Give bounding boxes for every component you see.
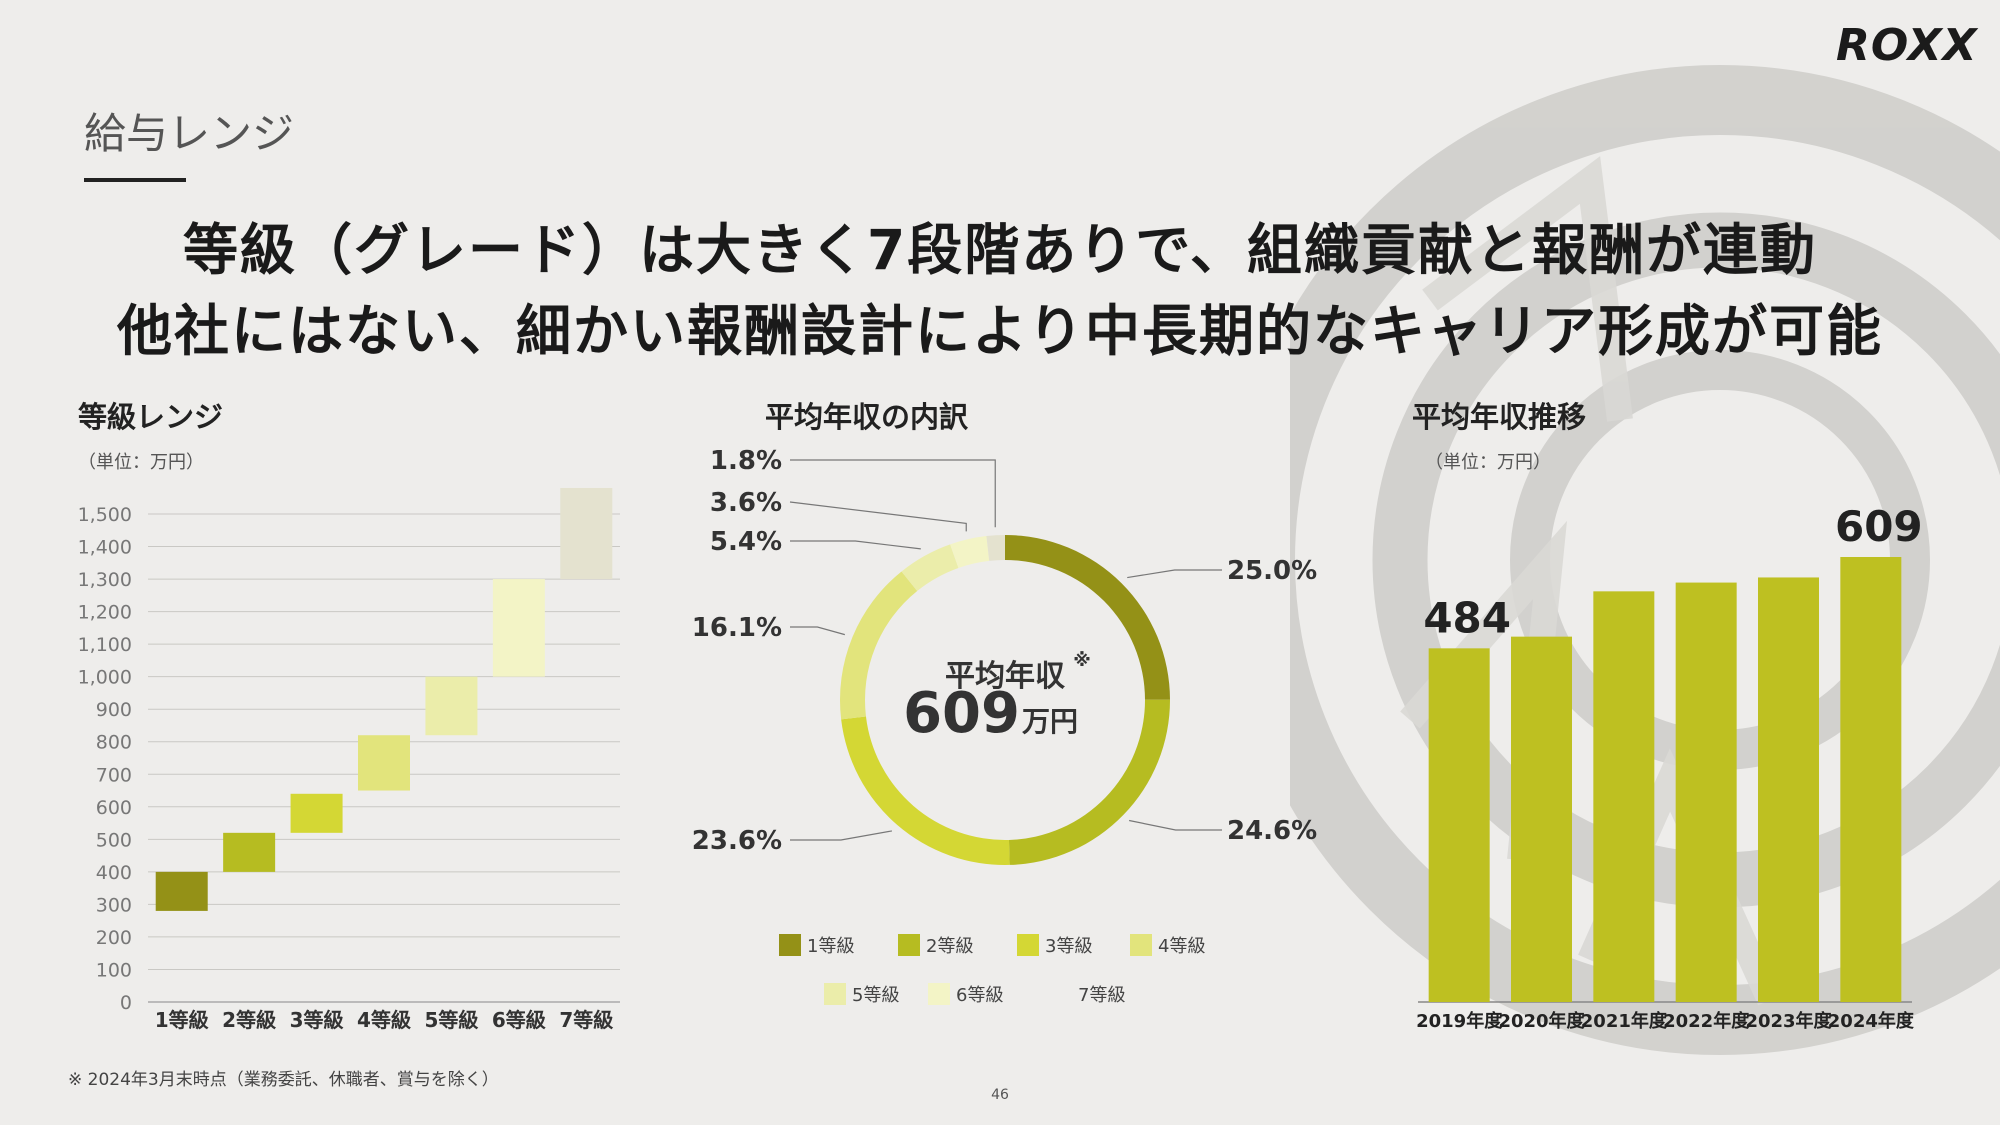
legend-label: 7等級 (1078, 985, 1125, 1006)
legend-label: 4等級 (1158, 936, 1205, 957)
donut-leader-line (789, 501, 967, 532)
donut-data-label: 16.1% (692, 613, 782, 643)
x-tick-label: 5等級 (424, 1008, 478, 1032)
y-tick-label: 1,100 (78, 634, 132, 656)
donut-leader-line (790, 459, 996, 528)
donut-center-label: 平均年収 (945, 659, 1066, 694)
range-bar (155, 871, 208, 911)
legend-label: 6等級 (956, 985, 1003, 1006)
y-tick-label: 700 (96, 764, 132, 786)
trend-bar (1593, 591, 1655, 1002)
y-tick-label: 1,400 (78, 537, 132, 559)
page-number: 46 (991, 1087, 1009, 1103)
x-tick-label: 4等級 (357, 1008, 411, 1032)
trend-bar (1428, 648, 1490, 1002)
donut-data-label: 1.8% (710, 446, 782, 476)
donut-leader-line (1129, 819, 1222, 831)
donut-leader-line (790, 830, 893, 841)
donut-slice (841, 716, 1010, 866)
trend-bar (1511, 636, 1572, 1002)
x-tick-label: 7等級 (559, 1008, 613, 1032)
range-bar (358, 735, 410, 791)
legend-label: 5等級 (852, 985, 899, 1006)
salary-breakdown-chart-title: 平均年収の内訳 (765, 400, 969, 434)
y-tick-label: 800 (96, 732, 132, 754)
trend-bar (1758, 577, 1819, 1002)
x-tick-label: 2021年度 (1581, 1010, 1668, 1032)
y-tick-label: 200 (96, 927, 132, 949)
trend-data-label: 484 (1423, 593, 1511, 642)
y-tick-label: 1,200 (78, 602, 132, 624)
x-tick-label: 2024年度 (1828, 1010, 1915, 1032)
range-bar (290, 793, 343, 833)
grade-range-chart-title: 等級レンジ (78, 400, 224, 434)
legend-swatch (1017, 934, 1039, 956)
y-tick-label: 300 (96, 894, 132, 916)
donut-slice (901, 544, 959, 591)
legend-swatch (824, 983, 846, 1005)
range-bar (492, 579, 545, 677)
headline-line-2: 他社にはない、細かい報酬設計により中長期的なキャリア形成が可能 (117, 299, 1883, 363)
y-tick-label: 1,300 (78, 569, 132, 591)
background-emblem (1290, 65, 2000, 1055)
x-tick-label: 3等級 (290, 1008, 344, 1032)
donut-slice (986, 535, 1005, 561)
headline-line-1: 等級（グレード）は大きく7段階ありで、組織貢献と報酬が連動 (182, 218, 1818, 282)
x-tick-label: 2020年度 (1498, 1010, 1585, 1032)
donut-data-label: 24.6% (1227, 816, 1317, 846)
legend-swatch (779, 934, 801, 956)
y-tick-label: 1,500 (78, 504, 132, 526)
donut-center-value: 609 (903, 681, 1020, 746)
y-tick-label: 500 (96, 829, 132, 851)
legend-swatch (1130, 934, 1152, 956)
x-tick-label: 2022年度 (1663, 1010, 1750, 1032)
range-bar (223, 832, 276, 872)
x-tick-label: 2等級 (222, 1008, 276, 1032)
donut-leader-line (790, 626, 845, 636)
trend-data-label: 609 (1835, 502, 1923, 551)
x-tick-label: 6等級 (492, 1008, 546, 1032)
donut-data-label: 25.0% (1227, 556, 1317, 586)
y-tick-label: 400 (96, 862, 132, 884)
donut-center-note-mark: ※ (1073, 650, 1091, 671)
donut-data-label: 5.4% (710, 527, 782, 557)
legend-label: 1等級 (807, 936, 854, 957)
legend-label: 2等級 (926, 936, 973, 957)
trend-bar (1675, 582, 1737, 1002)
donut-data-label: 23.6% (692, 826, 782, 856)
donut-leader-line (790, 540, 921, 550)
donut-slice (1005, 535, 1170, 700)
legend-swatch (928, 983, 950, 1005)
donut-slice (950, 536, 990, 568)
donut-leader-line (1127, 569, 1222, 579)
footnote: ※ 2024年3月末時点（業務委託、休職者、賞与を除く） (68, 1070, 499, 1090)
y-tick-label: 1,000 (78, 667, 132, 689)
grade-range-unit: （単位：万円） (78, 452, 204, 473)
y-tick-label: 0 (120, 992, 132, 1014)
section-title: 給与レンジ (84, 109, 295, 158)
x-tick-label: 2023年度 (1745, 1010, 1832, 1032)
legend-label: 3等級 (1045, 936, 1092, 957)
range-bar (425, 676, 478, 736)
title-underline (84, 178, 186, 182)
donut-center-unit: 万円 (1022, 705, 1078, 738)
roxx-logo: ROXX (1836, 20, 1978, 71)
donut-data-label: 3.6% (710, 488, 782, 518)
y-tick-label: 100 (96, 959, 132, 981)
trend-bar (1840, 557, 1902, 1002)
x-tick-label: 2019年度 (1416, 1010, 1503, 1032)
y-tick-label: 900 (96, 699, 132, 721)
donut-slice (1008, 699, 1170, 865)
legend-swatch (898, 934, 920, 956)
range-bar (560, 487, 613, 580)
donut-slice (839, 571, 918, 720)
x-tick-label: 1等級 (155, 1008, 209, 1032)
salary-trend-chart-title: 平均年収推移 (1412, 400, 1587, 434)
y-tick-label: 600 (96, 797, 132, 819)
salary-trend-unit: （単位：万円） (1425, 452, 1551, 473)
